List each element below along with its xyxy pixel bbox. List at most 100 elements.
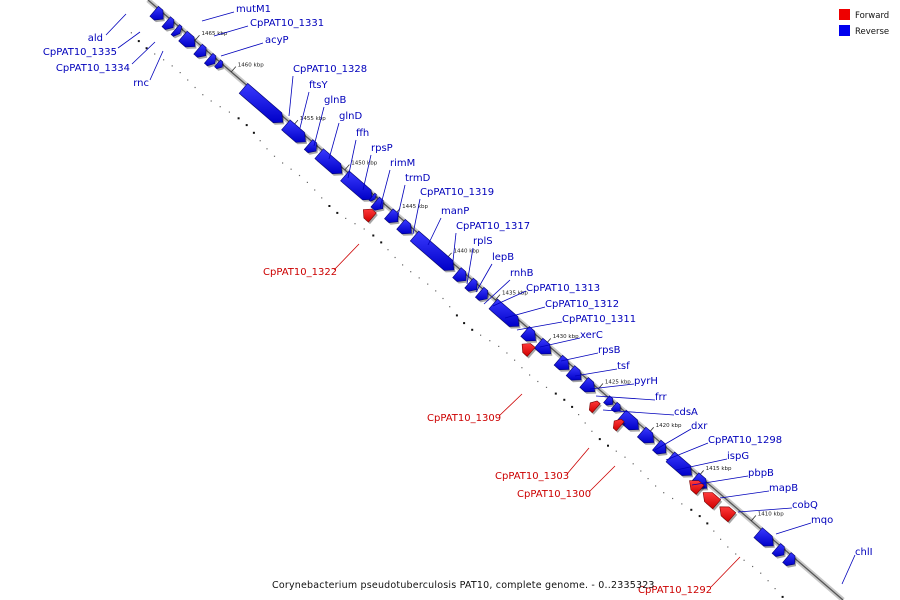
gc-dot	[245, 124, 248, 127]
gene-label-cppat10-1298[interactable]: CpPAT10_1298	[708, 435, 782, 446]
gene-label-cppat10-1309[interactable]: CpPAT10_1309	[427, 413, 501, 424]
gene-label-rpsp[interactable]: rpsP	[371, 143, 393, 154]
gene-cppat10-1319[interactable]	[409, 230, 455, 271]
gene-label-pyrh[interactable]: pyrH	[634, 376, 658, 387]
gene-ald[interactable]	[149, 5, 164, 21]
gene-label-cppat10-1300[interactable]: CpPAT10_1300	[517, 489, 591, 500]
gc-dot	[298, 174, 301, 177]
gene-label-rimm[interactable]: rimM	[390, 158, 415, 169]
gene-cppat10-1298[interactable]	[665, 451, 692, 476]
gene-rimm[interactable]	[384, 208, 399, 224]
gene-cppat10-1303[interactable]	[588, 400, 601, 414]
gene-glnb[interactable]	[303, 139, 317, 154]
gc-dot	[435, 290, 437, 292]
gene-label-mapb[interactable]: mapB	[769, 483, 798, 494]
gene-cobq[interactable]	[782, 552, 796, 567]
gene-label-cppat10-1292[interactable]: CpPAT10_1292	[638, 585, 712, 596]
gene-label-cppat10-1328[interactable]: CpPAT10_1328	[293, 64, 367, 75]
gene-label-trmd[interactable]: trmD	[405, 173, 431, 184]
gene-label-pbpb[interactable]: pbpB	[748, 468, 774, 479]
gene-label-lepb[interactable]: lepB	[492, 252, 514, 263]
leader-cdsa	[602, 409, 675, 416]
gene-ftsy[interactable]	[281, 119, 306, 143]
gene-label-chli[interactable]: chlI	[855, 547, 873, 558]
gene-label-mutm1[interactable]: mutM1	[236, 4, 271, 15]
gc-dot	[615, 450, 617, 452]
leader-cppat10-1334	[131, 41, 156, 65]
gene-cppat10-1313[interactable]	[520, 326, 536, 342]
gene-cppat10-1292[interactable]	[689, 480, 705, 495]
gene-label-glnd[interactable]: glnD	[339, 111, 362, 122]
gene-glnd[interactable]	[314, 148, 343, 175]
gene-label-tsf[interactable]: tsf	[617, 361, 630, 372]
gene-mutm1[interactable]	[193, 43, 207, 58]
gene-rnhb[interactable]	[488, 298, 520, 327]
gene-label-cdsa[interactable]: cdsA	[674, 407, 698, 418]
gene-label-cppat10-1317[interactable]: CpPAT10_1317	[456, 221, 530, 232]
gene-label-cppat10-1335[interactable]: CpPAT10_1335	[43, 47, 117, 58]
gc-dot	[591, 430, 593, 432]
leader-cppat10-1335	[117, 31, 141, 49]
gene-label-cppat10-1331[interactable]: CpPAT10_1331	[250, 18, 324, 29]
gene-label-rnc[interactable]: rnc	[133, 78, 149, 89]
gene-label-rpsb[interactable]: rpsB	[598, 345, 621, 356]
gene-label-glnb[interactable]: glnB	[324, 95, 346, 106]
gene-label-ffh[interactable]: ffh	[356, 128, 369, 139]
gene-frr[interactable]	[617, 409, 639, 431]
gene-cppat10-1292[interactable]	[702, 492, 722, 510]
scale-tick-label: 1450 kbp	[351, 160, 377, 166]
gene-label-cppat10-1312[interactable]: CpPAT10_1312	[545, 299, 619, 310]
gene-label-ispg[interactable]: ispG	[727, 451, 749, 462]
gene-pbpb[interactable]	[753, 527, 774, 547]
gene-label-cppat10-1303[interactable]: CpPAT10_1303	[495, 471, 569, 482]
gc-dot	[463, 322, 466, 325]
leader-cppat10-1331	[213, 25, 249, 37]
gene-cppat10-1311[interactable]	[553, 354, 570, 371]
gene-label-ald[interactable]: ald	[88, 33, 103, 44]
gene-rpsb[interactable]	[579, 377, 596, 393]
gc-dot	[624, 456, 626, 458]
gc-dot	[427, 283, 429, 285]
gene-cppat10-1335[interactable]	[161, 16, 175, 30]
gene-cppat10-1331[interactable]	[203, 52, 217, 67]
gene-label-cppat10-1319[interactable]: CpPAT10_1319	[420, 187, 494, 198]
gene-label-rnhb[interactable]: rnhB	[510, 268, 534, 279]
gene-label-cppat10-1313[interactable]: CpPAT10_1313	[526, 283, 600, 294]
gene-label-mqo[interactable]: mqo	[811, 515, 833, 526]
gene-trmd[interactable]	[396, 218, 412, 235]
gene-rpls[interactable]	[474, 286, 489, 301]
gene-label-cobq[interactable]: cobQ	[792, 500, 818, 511]
gene-cppat10-1322[interactable]	[362, 208, 377, 223]
gene-cppat10-1309[interactable]	[521, 343, 536, 357]
gc-dot	[489, 340, 491, 342]
gene-label-manp[interactable]: manP	[441, 206, 469, 217]
gene-cppat10-1292[interactable]	[719, 506, 737, 523]
gc-dot	[449, 306, 451, 308]
gene-xerc[interactable]	[565, 365, 582, 381]
gene-cppat10-1300[interactable]	[612, 418, 625, 432]
gene-acyp[interactable]	[214, 59, 224, 70]
gene-label-acyp[interactable]: acyP	[265, 35, 289, 46]
gene-mapb[interactable]	[771, 543, 785, 557]
gene-label-frr[interactable]: frr	[655, 392, 667, 403]
gene-label-dxr[interactable]: dxr	[691, 421, 708, 432]
gene-dxr[interactable]	[652, 439, 667, 455]
gene-label-xerc[interactable]: xerC	[580, 330, 603, 341]
leader-cppat10-1322	[333, 243, 360, 271]
gene-ffh[interactable]	[340, 170, 373, 201]
gene-cdsa[interactable]	[636, 426, 655, 444]
gene-cppat10-1317[interactable]	[464, 277, 478, 292]
gene-cppat10-1328[interactable]	[238, 82, 284, 124]
gene-cppat10-1334[interactable]	[170, 24, 183, 37]
gene-rpsp[interactable]	[368, 192, 377, 202]
gene-label-cppat10-1334[interactable]: CpPAT10_1334	[56, 63, 130, 74]
gc-dot	[290, 168, 292, 170]
gene-label-ftsy[interactable]: ftsY	[309, 80, 328, 91]
gene-label-cppat10-1322[interactable]: CpPAT10_1322	[263, 267, 337, 278]
gene-label-rpls[interactable]: rplS	[473, 236, 493, 247]
gene-label-cppat10-1311[interactable]: CpPAT10_1311	[562, 314, 636, 325]
gene-manp[interactable]	[452, 267, 467, 282]
gene-tsf[interactable]	[603, 395, 613, 406]
gene-rnc[interactable]	[178, 30, 196, 48]
